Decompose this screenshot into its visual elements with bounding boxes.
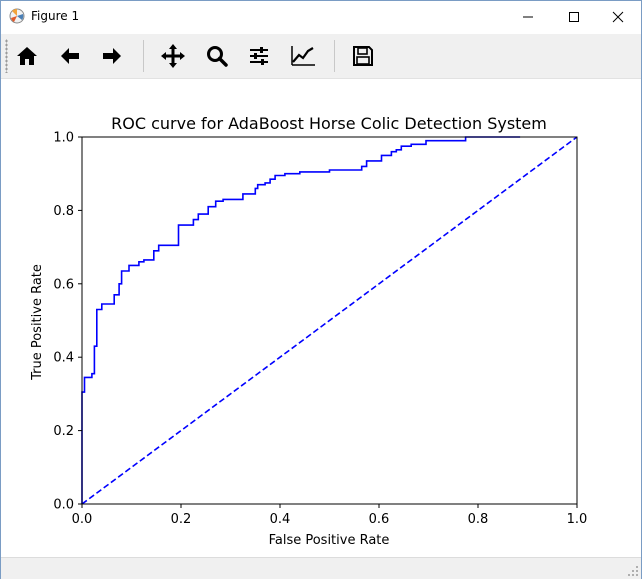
y-tick-label: 1.0 <box>53 131 74 146</box>
subplots-button[interactable] <box>242 38 276 74</box>
plot-area: 0.0 0.2 0.4 0.6 0.8 1.0 0.0 0.2 0.4 0.6 0.8 1.0 <box>53 131 587 528</box>
close-icon <box>612 11 624 22</box>
x-tick-label: 0.2 <box>171 512 192 527</box>
y-axis-label: True Positive Rate <box>30 264 45 381</box>
title-bar[interactable]: Figure 1 <box>1 1 641 32</box>
x-tick-label: 0.0 <box>72 512 93 527</box>
save-floppy-icon <box>353 46 373 66</box>
zoom-magnifier-icon <box>207 46 228 67</box>
y-tick-label: 0.8 <box>53 204 74 219</box>
back-button[interactable] <box>53 38 87 74</box>
toolbar-separator <box>143 40 144 72</box>
forward-button[interactable] <box>95 38 129 74</box>
maximize-icon <box>569 11 579 22</box>
resize-grip-icon[interactable] <box>627 565 639 577</box>
pan-button[interactable] <box>156 38 190 74</box>
axes-frame <box>81 136 578 505</box>
minimize-button[interactable] <box>505 1 551 32</box>
y-tick-label: 0.2 <box>53 424 74 439</box>
pan-move-icon <box>161 44 185 68</box>
back-arrow-icon <box>61 48 79 64</box>
y-tick-label: 0.6 <box>53 277 74 292</box>
maximize-button[interactable] <box>551 1 597 32</box>
window-title: Figure 1 <box>31 9 80 23</box>
x-tick-label: 0.4 <box>270 512 291 527</box>
edit-axes-icon <box>291 46 315 66</box>
x-tick-label: 1.0 <box>567 512 588 527</box>
toolbar-separator <box>334 40 335 72</box>
y-tick-label: 0.4 <box>53 351 74 366</box>
minimize-icon <box>523 16 533 17</box>
chart-title: ROC curve for AdaBoost Horse Colic Detec… <box>111 114 547 133</box>
random-classifier-diagonal-line <box>81 136 578 505</box>
figure-canvas[interactable]: ROC curve for AdaBoost Horse Colic Detec… <box>1 79 641 557</box>
matplotlib-logo-icon <box>9 8 25 24</box>
navigation-toolbar <box>1 34 641 79</box>
close-button[interactable] <box>595 1 641 32</box>
x-axis-label: False Positive Rate <box>269 533 390 548</box>
toolbar-grip[interactable] <box>5 39 8 73</box>
roc-curve-line <box>81 136 521 504</box>
status-bar <box>1 557 641 579</box>
x-tick-label: 0.6 <box>369 512 390 527</box>
zoom-button[interactable] <box>200 38 234 74</box>
home-button[interactable] <box>10 38 44 74</box>
home-icon <box>17 47 37 65</box>
x-tick-label: 0.8 <box>468 512 489 527</box>
forward-arrow-icon <box>103 48 121 64</box>
edit-axes-button[interactable] <box>286 38 320 74</box>
y-tick-label: 0.0 <box>53 498 74 513</box>
roc-chart: ROC curve for AdaBoost Horse Colic Detec… <box>30 114 587 548</box>
save-button[interactable] <box>346 38 380 74</box>
subplots-config-icon <box>250 47 268 65</box>
